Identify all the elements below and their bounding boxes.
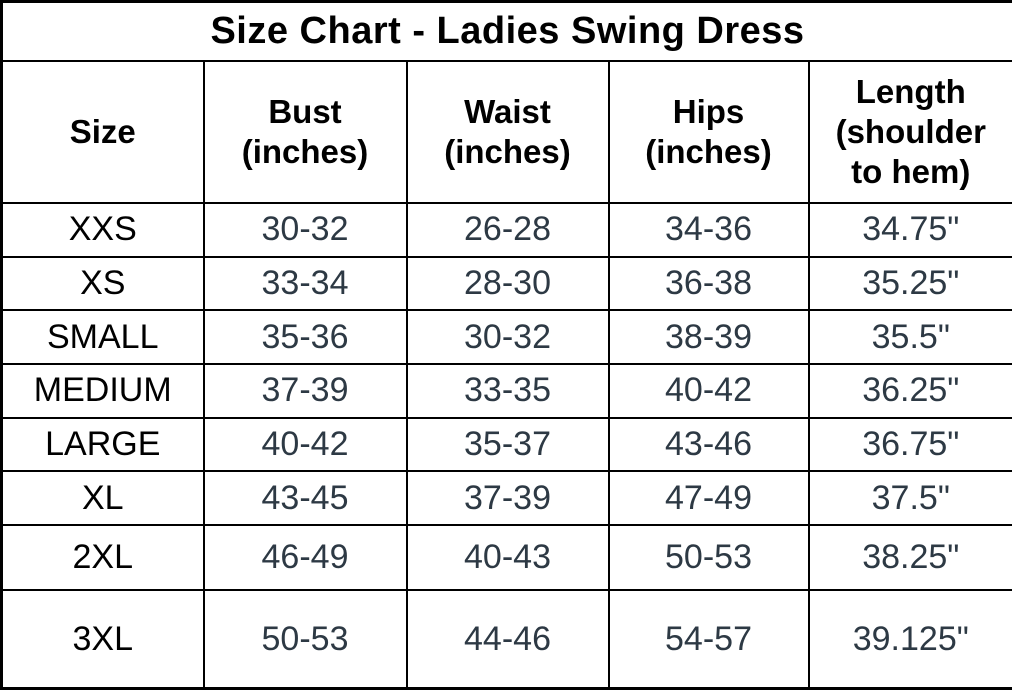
table-row-xl: XL 43-45 37-39 47-49 37.5" <box>0 470 1012 527</box>
size-label: MEDIUM <box>0 362 205 419</box>
hips-value: 43-46 <box>607 416 810 473</box>
length-value: 38.25" <box>807 524 1012 592</box>
table-row-xs: XS 33-34 28-30 36-38 35.25" <box>0 255 1012 312</box>
size-label: 3XL <box>0 589 205 690</box>
table-row-small: SMALL 35-36 30-32 38-39 35.5" <box>0 309 1012 365</box>
column-header-hips: Hips (inches) <box>607 59 810 204</box>
table-row-xxs: XXS 30-32 26-28 34-36 34.75" <box>0 201 1012 258</box>
waist-value: 28-30 <box>405 255 610 312</box>
size-label: LARGE <box>0 416 205 473</box>
bust-value: 50-53 <box>202 589 408 690</box>
length-value: 35.25" <box>807 255 1012 312</box>
bust-value: 37-39 <box>202 362 408 419</box>
table-row-2xl: 2XL 46-49 40-43 50-53 38.25" <box>0 524 1012 592</box>
waist-value: 40-43 <box>405 524 610 592</box>
length-value: 35.5" <box>807 309 1012 365</box>
length-value: 34.75" <box>807 201 1012 258</box>
table-row-medium: MEDIUM 37-39 33-35 40-42 36.25" <box>0 362 1012 419</box>
hips-value: 47-49 <box>607 470 810 527</box>
size-label: XL <box>0 470 205 527</box>
length-value: 36.25" <box>807 362 1012 419</box>
bust-value: 40-42 <box>202 416 408 473</box>
bust-value: 43-45 <box>202 470 408 527</box>
table-row-3xl: 3XL 50-53 44-46 54-57 39.125" <box>0 589 1012 690</box>
column-header-length: Length (shoulder to hem) <box>807 59 1012 204</box>
waist-value: 30-32 <box>405 309 610 365</box>
waist-value: 44-46 <box>405 589 610 690</box>
title-row: Size Chart - Ladies Swing Dress <box>0 0 1012 62</box>
size-label: SMALL <box>0 309 205 365</box>
hips-value: 50-53 <box>607 524 810 592</box>
column-header-waist: Waist (inches) <box>405 59 610 204</box>
hips-value: 36-38 <box>607 255 810 312</box>
length-value: 36.75" <box>807 416 1012 473</box>
bust-value: 35-36 <box>202 309 408 365</box>
bust-value: 33-34 <box>202 255 408 312</box>
size-label: XXS <box>0 201 205 258</box>
table-row-large: LARGE 40-42 35-37 43-46 36.75" <box>0 416 1012 473</box>
hips-value: 40-42 <box>607 362 810 419</box>
chart-title: Size Chart - Ladies Swing Dress <box>0 0 1012 62</box>
waist-value: 26-28 <box>405 201 610 258</box>
hips-value: 54-57 <box>607 589 810 690</box>
size-label: XS <box>0 255 205 312</box>
length-value: 37.5" <box>807 470 1012 527</box>
bust-value: 30-32 <box>202 201 408 258</box>
length-value: 39.125" <box>807 589 1012 690</box>
header-row: Size Bust (inches) Waist (inches) Hips (… <box>0 59 1012 204</box>
hips-value: 38-39 <box>607 309 810 365</box>
waist-value: 35-37 <box>405 416 610 473</box>
waist-value: 37-39 <box>405 470 610 527</box>
column-header-bust: Bust (inches) <box>202 59 408 204</box>
hips-value: 34-36 <box>607 201 810 258</box>
waist-value: 33-35 <box>405 362 610 419</box>
bust-value: 46-49 <box>202 524 408 592</box>
size-label: 2XL <box>0 524 205 592</box>
column-header-size: Size <box>0 59 205 204</box>
